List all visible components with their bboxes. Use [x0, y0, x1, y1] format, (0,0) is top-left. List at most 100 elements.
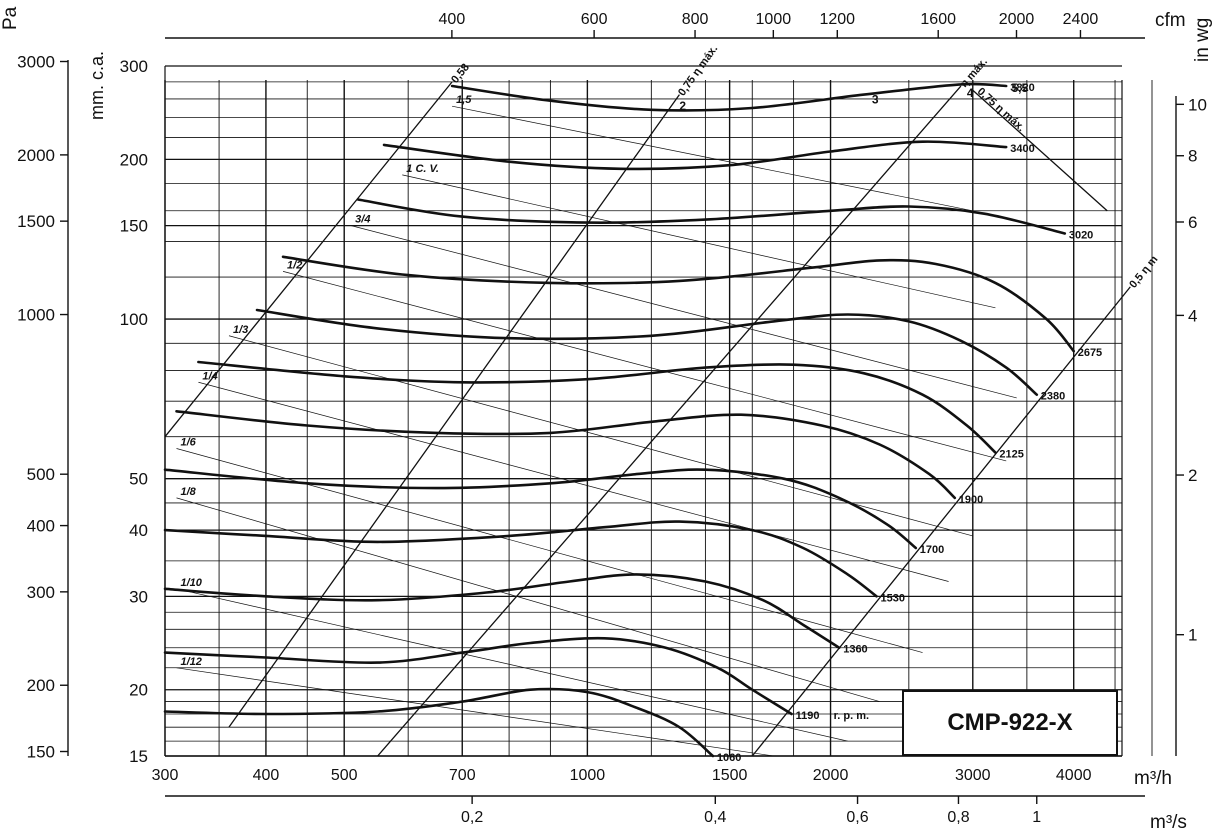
point-label-3: 5,5 — [1012, 81, 1029, 95]
power-label-7: 1/8 — [181, 486, 197, 498]
tick-label-cfm-0: 400 — [439, 11, 466, 28]
rpm-curve-1360 — [163, 573, 841, 649]
tick-label-m3h-5: 1500 — [712, 767, 748, 784]
tick-label-mmca-3: 40 — [129, 521, 148, 540]
rpm-curve-2380 — [255, 308, 1039, 396]
axis-title-m3h: m³/h — [1134, 768, 1172, 789]
tick-label-cfm-3: 1000 — [756, 11, 792, 28]
rpm-label-2675: 2675 — [1078, 347, 1102, 359]
tick-label-pa-2: 300 — [27, 583, 55, 602]
tick-label-pa-3: 400 — [27, 517, 55, 536]
power-label-8: 1/10 — [181, 577, 203, 589]
power-label-0: 1,5 — [456, 94, 472, 106]
power-label-6: 1/6 — [181, 437, 197, 449]
power-label-9: 1/12 — [181, 656, 202, 668]
tick-label-mmca-4: 50 — [129, 470, 148, 489]
tick-label-pa-7: 2000 — [17, 146, 55, 165]
tick-label-mmca-7: 200 — [120, 150, 148, 169]
power-label-1: 1 C. V. — [406, 163, 439, 175]
tick-label-m3h-1: 400 — [253, 767, 280, 784]
rpm-label-1190: 1190 — [796, 710, 820, 722]
tick-label-m3h-3: 700 — [449, 767, 476, 784]
rpm-label-1060: 1060 — [717, 752, 741, 764]
tick-label-pa-6: 1500 — [17, 212, 55, 231]
tick-label-inwg-5: 10 — [1188, 95, 1207, 114]
rpm-label-1900: 1900 — [959, 494, 983, 506]
rpm-curve-1530 — [163, 520, 878, 598]
tick-label-m3h-8: 4000 — [1056, 767, 1092, 784]
tick-label-mmca-1: 20 — [129, 681, 148, 700]
axis-title-mmca: mm. c.a. — [87, 51, 107, 120]
tick-label-cfm-7: 2400 — [1063, 11, 1099, 28]
power-line-8 — [176, 588, 848, 742]
rpm-curve-1700 — [163, 468, 918, 550]
rpm-label-3400: 3400 — [1010, 143, 1034, 155]
power-line-0 — [452, 105, 973, 212]
tick-label-pa-5: 1000 — [17, 306, 55, 325]
power-label-4: 1/3 — [233, 324, 248, 336]
tick-label-cfm-5: 1600 — [920, 11, 956, 28]
rpm-label-1360: 1360 — [843, 644, 867, 656]
power-line-3 — [282, 271, 1007, 462]
tick-label-inwg-3: 6 — [1188, 213, 1197, 232]
axis-title-m3s: m³/s — [1150, 812, 1187, 833]
point-label-1: 3 — [872, 92, 879, 106]
tick-label-m3h-4: 1000 — [570, 767, 606, 784]
rpm-curve-3020 — [356, 198, 1067, 235]
tick-label-m3s-4: 1 — [1032, 809, 1041, 826]
tick-label-m3h-7: 3000 — [955, 767, 991, 784]
rpm-curve-1190 — [163, 636, 793, 716]
rpm-curve-2675 — [281, 255, 1075, 353]
power-label-2: 3/4 — [355, 214, 370, 226]
rpm-label-1530: 1530 — [881, 592, 905, 604]
tick-label-m3h-2: 500 — [331, 767, 358, 784]
efficiency-label-1: 0,75 η máx. — [676, 43, 720, 98]
tick-label-pa-8: 3000 — [17, 53, 55, 72]
rpm-curve-3400 — [382, 140, 1008, 171]
efficiency-line-4 — [751, 286, 1131, 757]
point-label-0: 2 — [679, 99, 686, 113]
rpm-label-2125: 2125 — [999, 449, 1023, 461]
tick-label-pa-1: 200 — [27, 676, 55, 695]
power-line-2 — [351, 225, 1017, 399]
rpm-label-3820: 3820 — [1010, 82, 1034, 94]
tick-label-m3h-0: 300 — [152, 767, 179, 784]
axis-titles: Pa mm. c.a. in wg cfm m³/h m³/s — [0, 6, 1213, 833]
power-line-1 — [402, 174, 996, 309]
tick-label-mmca-6: 150 — [120, 217, 148, 236]
tick-label-pa-4: 500 — [27, 465, 55, 484]
rpm-label-2380: 2380 — [1041, 391, 1065, 403]
rpm-curve-3820 — [450, 82, 1008, 112]
tick-label-cfm-6: 2000 — [999, 11, 1035, 28]
power-line-9 — [176, 667, 774, 757]
power-label-3: 1/2 — [287, 259, 302, 271]
tick-label-mmca-0: 15 — [129, 747, 148, 766]
rpm-curve-1900 — [175, 410, 957, 500]
axis-title-pa: Pa — [0, 6, 21, 30]
tick-label-mmca-2: 30 — [129, 587, 148, 606]
power-line-7 — [176, 497, 880, 702]
tick-label-inwg-0: 1 — [1188, 626, 1197, 645]
tick-label-mmca-8: 300 — [120, 57, 148, 76]
model-label: CMP-922-X — [947, 709, 1073, 736]
efficiency-line-0 — [164, 81, 453, 438]
rpm-label-1700: 1700 — [920, 544, 944, 556]
point-label-2: 4 — [967, 86, 974, 100]
power-label-5: 1/4 — [202, 370, 217, 382]
tick-label-cfm-1: 600 — [581, 11, 608, 28]
tick-label-inwg-1: 2 — [1188, 466, 1197, 485]
tick-label-inwg-2: 4 — [1188, 306, 1197, 325]
tick-label-mmca-5: 100 — [120, 310, 148, 329]
efficiency-line-3 — [972, 89, 1108, 212]
rpm-label-3020: 3020 — [1069, 229, 1093, 241]
tick-label-cfm-2: 800 — [682, 11, 709, 28]
tick-label-m3s-1: 0,4 — [704, 809, 726, 826]
axes: 1520304050100150200300150200300400500100… — [17, 11, 1207, 826]
axis-title-cfm: cfm — [1155, 10, 1186, 31]
rpm-unit-label: r. p. m. — [834, 710, 869, 722]
plot-frame — [67, 37, 1177, 797]
tick-label-cfm-4: 1200 — [819, 11, 855, 28]
efficiency-line-1 — [228, 94, 680, 728]
efficiency-label-4: 0,5 η m — [1127, 253, 1160, 290]
